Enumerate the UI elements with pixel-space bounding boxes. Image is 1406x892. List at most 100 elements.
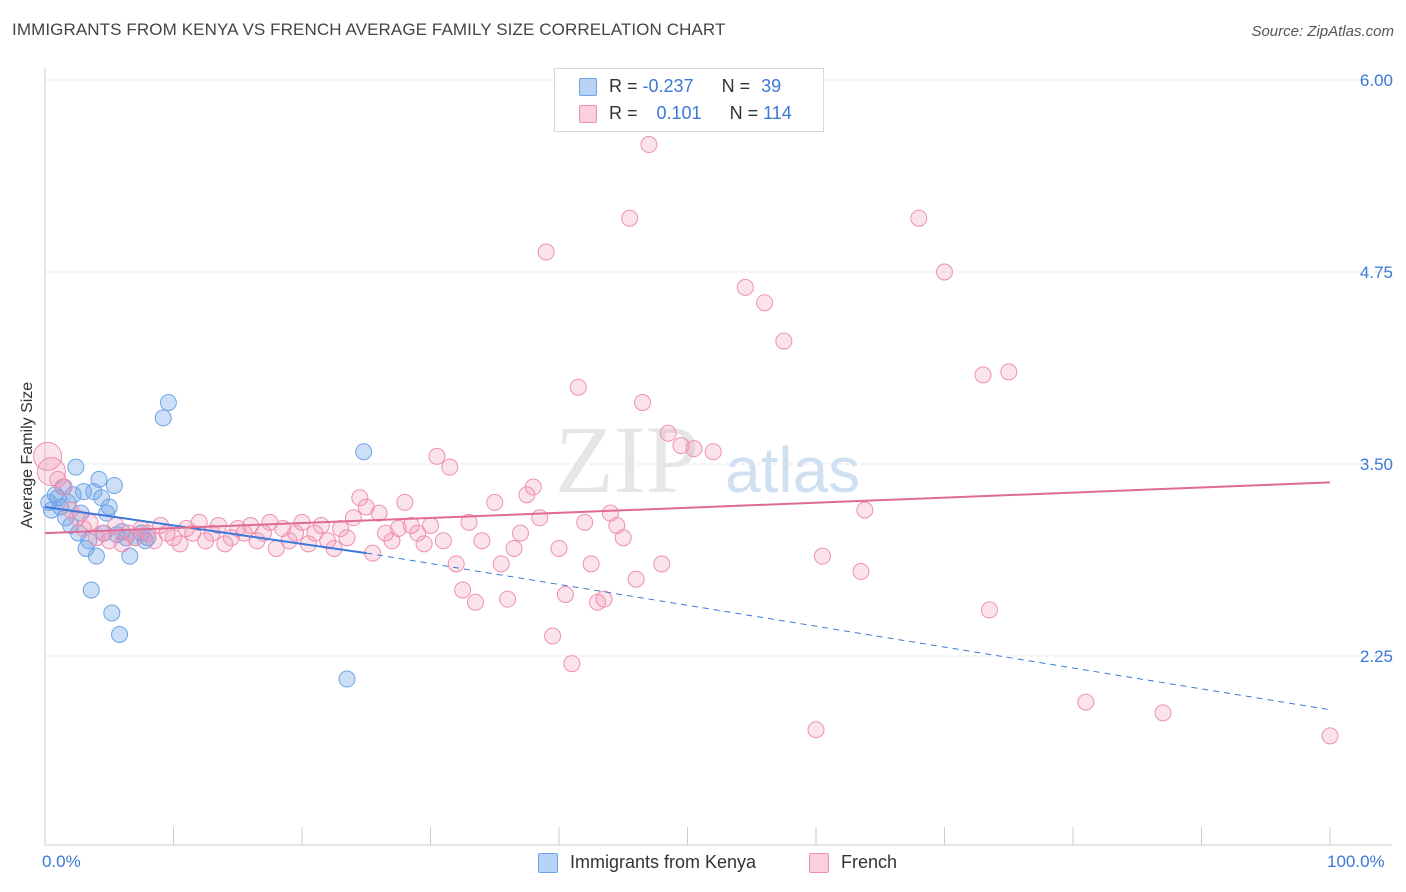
french-point	[428, 447, 446, 465]
chart-title: IMMIGRANTS FROM KENYA VS FRENCH AVERAGE …	[12, 20, 726, 39]
kenya-r-value: -0.237	[642, 76, 694, 96]
french-point	[216, 535, 234, 553]
french-point	[389, 520, 407, 538]
french-swatch	[579, 105, 597, 123]
french-point	[936, 263, 953, 281]
correlation-legend: R = -0.237 N = 39 R = 0.101 N = 114	[554, 68, 824, 132]
french-point	[974, 366, 992, 384]
french-point	[81, 513, 99, 531]
french-point	[473, 532, 491, 550]
watermark-atlas: atlas	[725, 434, 860, 506]
french-point	[55, 478, 73, 496]
kenya-point	[159, 394, 177, 412]
french-point	[807, 721, 825, 739]
kenya-n-value: 39	[761, 76, 782, 96]
french-point	[287, 524, 305, 542]
french-point	[486, 493, 504, 511]
french-point	[910, 209, 928, 227]
french-n-value: 114	[763, 103, 792, 123]
french-point	[852, 563, 870, 581]
french-point	[704, 443, 722, 461]
kenya-point	[90, 470, 108, 488]
french-point	[531, 509, 549, 527]
kenya-point	[75, 483, 93, 501]
french-point	[980, 601, 998, 619]
kenya-point	[355, 443, 373, 461]
french-point	[36, 457, 66, 487]
french-point	[544, 627, 562, 645]
french-point	[434, 532, 452, 550]
french-point	[550, 539, 568, 557]
french-point	[447, 555, 465, 573]
french-point	[582, 555, 600, 573]
french-point	[1321, 727, 1339, 745]
french-point	[813, 547, 831, 565]
french-point	[344, 509, 362, 527]
kenya-point	[87, 547, 105, 565]
french-point	[537, 243, 555, 261]
y-tick-label: 4.75	[1360, 263, 1393, 282]
french-point	[499, 590, 517, 608]
kenya-point	[82, 581, 100, 599]
x-tick-min: 0.0%	[42, 852, 81, 871]
french-point	[370, 504, 388, 522]
french-point	[653, 555, 671, 573]
kenya-point	[103, 604, 121, 622]
french-point	[640, 136, 658, 154]
y-tick-label: 6.00	[1360, 71, 1393, 90]
x-tick-max: 100.0%	[1327, 852, 1385, 871]
french-point	[466, 593, 484, 611]
french-point	[492, 555, 510, 573]
french-point	[614, 529, 632, 547]
french-point	[756, 294, 774, 312]
french-point	[312, 516, 330, 534]
french-point	[100, 532, 118, 550]
french-point	[595, 590, 613, 608]
kenya-point	[121, 547, 139, 565]
kenya-legend-swatch	[538, 853, 558, 873]
french-point	[1077, 693, 1095, 711]
french-point	[672, 437, 690, 455]
french-point	[736, 278, 754, 296]
french-point	[415, 535, 433, 553]
french-point	[659, 424, 677, 442]
kenya-point	[338, 670, 356, 688]
french-point	[775, 332, 793, 350]
french-point	[621, 209, 639, 227]
french-point	[627, 570, 645, 588]
french-point	[351, 489, 369, 507]
french-point	[556, 586, 574, 604]
kenya-trend-extension	[366, 552, 1331, 711]
french-point	[685, 440, 703, 458]
french-point	[511, 524, 529, 542]
french-point	[576, 513, 594, 531]
french-point	[171, 535, 189, 553]
french-point	[505, 539, 523, 557]
french-point	[524, 478, 542, 496]
french-point	[454, 581, 472, 599]
french-point	[145, 532, 163, 550]
french-point	[441, 458, 459, 476]
french-trend-line	[44, 481, 1331, 535]
french-point	[1154, 704, 1172, 722]
source-label: Source: ZipAtlas.com	[1251, 23, 1394, 40]
french-point	[460, 513, 478, 531]
french-point	[563, 655, 581, 673]
kenya-point	[154, 409, 172, 427]
y-tick-label: 2.25	[1360, 647, 1393, 666]
kenya-point	[100, 498, 118, 516]
french-point	[634, 394, 652, 412]
french-r-value: 0.101	[656, 103, 702, 123]
french-point	[396, 493, 414, 511]
french-point	[165, 529, 182, 547]
watermark-zip: ZIP	[555, 406, 699, 513]
french-point	[338, 529, 356, 547]
y-tick-label: 3.50	[1360, 455, 1393, 474]
french-legend-swatch	[809, 853, 829, 873]
french-point	[409, 524, 427, 542]
french-point	[68, 509, 86, 527]
kenya-point	[111, 625, 129, 643]
kenya-point	[67, 458, 85, 476]
french-point	[856, 501, 874, 519]
